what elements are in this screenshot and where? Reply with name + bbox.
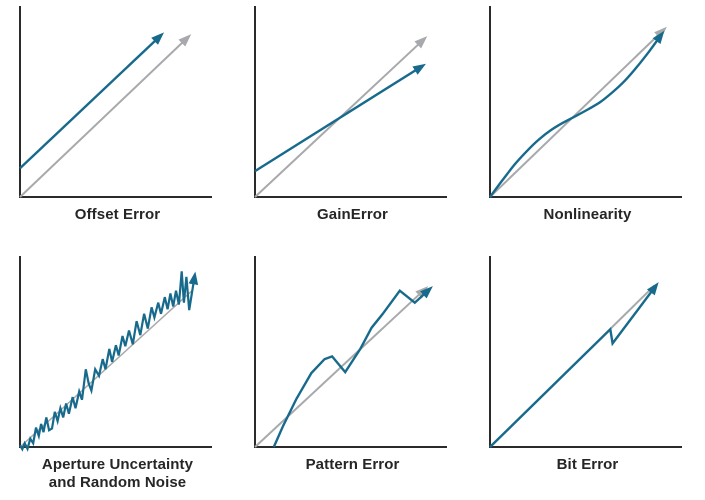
panel-bit-error: Bit Error xyxy=(470,250,705,500)
actual-transfer-line xyxy=(19,32,165,170)
aperture-uncertainty-caption: Aperture Uncertainty and Random Noise xyxy=(41,456,194,492)
ideal-transfer-line xyxy=(254,286,429,448)
offset-error-plot xyxy=(19,6,212,198)
panel-pattern-error: Pattern Error xyxy=(235,250,470,500)
axes xyxy=(254,6,447,198)
actual-transfer-line xyxy=(489,30,665,198)
gain-error-caption: GainError xyxy=(317,206,388,223)
aperture-uncertainty-plot xyxy=(19,256,212,452)
pattern-error-plot xyxy=(254,256,447,448)
pattern-error-caption: Pattern Error xyxy=(305,456,400,473)
gain-error-plot xyxy=(254,6,447,198)
actual-transfer-line xyxy=(272,286,433,448)
bit-error-caption: Bit Error xyxy=(556,456,619,473)
panel-offset-error: Offset Error xyxy=(0,0,235,250)
ideal-transfer-line xyxy=(489,26,667,198)
actual-transfer-line xyxy=(254,63,426,173)
panel-gain-error: GainError xyxy=(235,0,470,250)
offset-error-caption: Offset Error xyxy=(74,206,161,223)
nonlinearity-plot xyxy=(489,6,682,198)
axes xyxy=(254,256,447,448)
bit-error-plot xyxy=(489,256,682,448)
actual-transfer-line xyxy=(489,282,659,448)
ideal-transfer-line xyxy=(19,34,192,198)
nonlinearity-caption: Nonlinearity xyxy=(543,206,632,223)
panel-nonlinearity: Nonlinearity xyxy=(470,0,705,250)
panel-aperture-uncertainty: Aperture Uncertainty and Random Noise xyxy=(0,250,235,500)
noisy-signal-line xyxy=(19,271,199,452)
